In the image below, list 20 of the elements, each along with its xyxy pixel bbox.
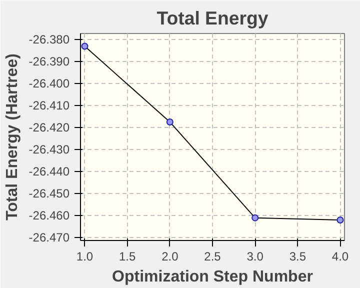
y-tick-label: -26.390 bbox=[28, 54, 70, 69]
y-axis-title: Total Energy (Hartree) bbox=[4, 54, 21, 220]
x-tick-label: 1.0 bbox=[76, 250, 94, 264]
x-tick-label: 3.0 bbox=[246, 250, 264, 264]
x-axis-title: Optimization Step Number bbox=[112, 268, 313, 286]
chart-title: Total Energy bbox=[156, 8, 269, 28]
y-tick-label: -26.420 bbox=[28, 120, 70, 135]
y-tick-label: -26.450 bbox=[28, 186, 70, 201]
x-tick-label: 2.5 bbox=[204, 250, 222, 264]
y-tick-label: -26.460 bbox=[28, 208, 70, 223]
y-tick-label: -26.430 bbox=[28, 142, 70, 157]
y-tick-label: -26.470 bbox=[28, 230, 70, 245]
x-tick-label: 2.0 bbox=[162, 250, 179, 264]
y-tick-label: -26.380 bbox=[28, 32, 70, 47]
y-tick-label: -26.400 bbox=[28, 76, 70, 91]
x-tick-label: 1.5 bbox=[119, 250, 136, 264]
y-tick-label: -26.410 bbox=[28, 98, 70, 113]
y-tick-label: -26.440 bbox=[28, 164, 70, 179]
x-tick-label: 3.5 bbox=[289, 250, 306, 264]
x-tick-label: 4.0 bbox=[332, 250, 349, 264]
